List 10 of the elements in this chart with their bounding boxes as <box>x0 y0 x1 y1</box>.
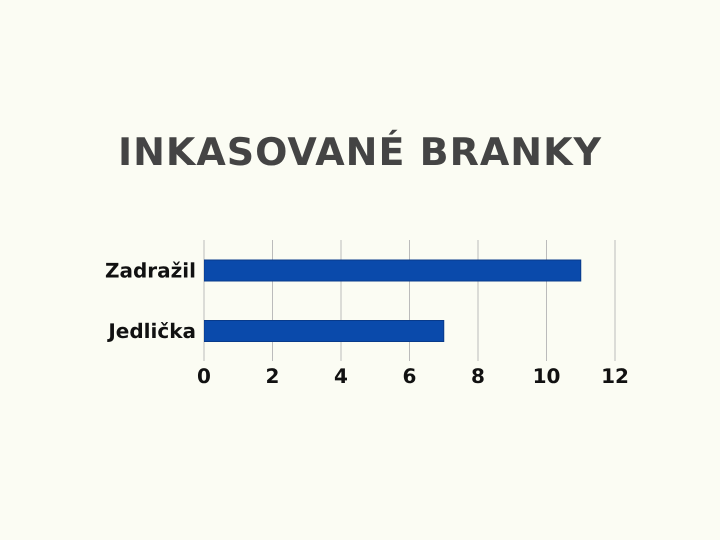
x-tick-label: 4 <box>334 364 348 388</box>
y-tick-label: Jedlička <box>106 318 196 343</box>
x-tick-label: 0 <box>197 364 211 388</box>
x-tick-label: 6 <box>402 364 416 388</box>
x-tick-label: 10 <box>532 364 560 388</box>
x-tick-label: 2 <box>266 364 280 388</box>
y-tick-label: Zadražil <box>104 258 196 282</box>
x-tick-label: 8 <box>471 364 485 388</box>
chart-title: INKASOVANÉ BRANKY <box>116 130 604 174</box>
x-tick-label: 12 <box>601 364 629 388</box>
